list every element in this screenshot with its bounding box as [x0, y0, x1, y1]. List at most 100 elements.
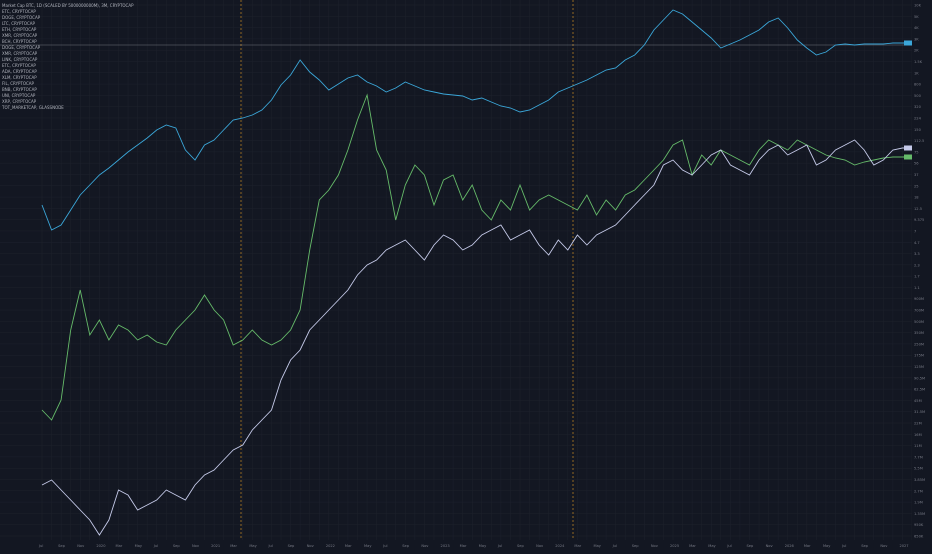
x-tick-label: Sep [173, 544, 180, 548]
y-tick-label: 11M [914, 444, 922, 448]
y-tick-label: 2.7M [914, 489, 923, 493]
x-tick-label: May [364, 544, 372, 548]
x-tick-label: 2024 [555, 544, 565, 548]
legend-item[interactable]: LINK, CRYPTOCAP [2, 57, 38, 62]
legend: Market Cap BTC, 1D (SCALED BY 5000000000… [2, 3, 134, 111]
y-tick-label: 112.5 [914, 139, 924, 143]
legend-item[interactable]: TOT_MARKETCAP, GLASSNODE [2, 105, 64, 110]
time-axis[interactable]: Jul Sep Nov 2020 Mar May Jul Sep Nov 2021 Mar May Ju… [38, 544, 909, 548]
y-tick-label: 350M [914, 331, 924, 335]
legend-item[interactable]: DOGE, CRYPTOCAP [2, 45, 41, 50]
y-tick-label: 2.3 [914, 263, 920, 267]
legend-item[interactable]: LTC, CRYPTOCAP [2, 21, 35, 26]
legend-item[interactable]: XMR, CRYPTOCAP [2, 51, 38, 56]
y-tick-label: 16M [914, 433, 922, 437]
y-tick-label: 4K [914, 26, 919, 30]
y-tick-label: 500 [914, 94, 922, 98]
y-tick-label: 5.5M [914, 467, 923, 471]
y-tick-label: 75 [914, 150, 919, 154]
y-tick-label: 9.375 [914, 218, 924, 222]
legend-item[interactable]: FIL, CRYPTOCAP [2, 81, 34, 86]
y-tick-label: 25 [914, 184, 919, 188]
y-tick-label: 10K [914, 4, 922, 8]
y-tick-label: 1.5K [914, 60, 923, 64]
y-tick-label: 7 [914, 229, 916, 233]
y-tick-label: 2K [914, 49, 919, 53]
y-tick-label: 56 [914, 162, 919, 166]
y-tick-label: 18 [914, 196, 919, 200]
legend-item[interactable]: ETH, CRYPTOCAP [2, 27, 37, 32]
legend-item[interactable]: BCH, CRYPTOCAP [2, 39, 37, 44]
x-tick-label: Mar [804, 544, 811, 548]
y-tick-label: 22M [914, 422, 922, 426]
x-tick-label: Mar [689, 544, 696, 548]
x-tick-label: Jul [841, 544, 846, 548]
legend-item[interactable]: ADA, CRYPTOCAP [2, 69, 37, 74]
y-tick-label: 150 [914, 128, 922, 132]
x-tick-label: Jul [38, 544, 43, 548]
legend-item[interactable]: BNB, CRYPTOCAP [2, 87, 37, 92]
x-tick-label: 2027 [899, 544, 908, 548]
x-tick-label: Nov [421, 544, 429, 548]
y-tick-label: 800 [914, 83, 922, 87]
x-tick-label: Nov [307, 544, 315, 548]
x-tick-label: Nov [880, 544, 888, 548]
y-tick-label: 45M [914, 399, 922, 403]
legend-item[interactable]: XRP, CRYPTOCAP [2, 99, 37, 104]
legend-item[interactable]: UNI, CRYPTOCAP [2, 93, 36, 98]
y-tick-label: 950K [914, 523, 924, 527]
x-tick-label: May [479, 544, 487, 548]
x-tick-label: 2021 [211, 544, 220, 548]
y-tick-label: 3.85M [914, 478, 925, 482]
legend-item[interactable]: DOGE, CRYPTOCAP [2, 15, 41, 20]
y-tick-label: 175M [914, 354, 924, 358]
x-tick-label: Sep [632, 544, 639, 548]
y-tick-label: 1.35M [914, 512, 925, 516]
price-axis[interactable]: 10K 5K 4K 3K 2K 1.5K 1K 800 500 320 224 150 112.5 75 5… [912, 0, 932, 550]
series-line-2[interactable] [41, 93, 912, 421]
y-tick-label: 62.5M [914, 388, 925, 392]
x-tick-label: May [135, 544, 143, 548]
y-tick-label: 1K [914, 71, 919, 75]
y-tick-label: 1.1 [914, 286, 920, 290]
x-tick-label: 2022 [326, 544, 335, 548]
x-tick-label: May [823, 544, 831, 548]
y-tick-label: 1.9M [914, 501, 923, 505]
y-tick-label: 250M [914, 342, 924, 346]
x-tick-label: Sep [746, 544, 753, 548]
x-tick-label: Nov [77, 544, 85, 548]
series-line-0[interactable] [41, 9, 912, 231]
x-tick-label: Nov [766, 544, 774, 548]
x-tick-label: Mar [460, 544, 467, 548]
x-tick-label: Mar [345, 544, 352, 548]
legend-item[interactable]: ETC, CRYPTOCAP [2, 9, 36, 14]
series-line-7[interactable] [41, 139, 912, 536]
y-tick-label: 125M [914, 365, 924, 369]
x-tick-label: Jul [267, 544, 272, 548]
y-tick-label: 12.5 [914, 207, 922, 211]
x-tick-label: Jul [612, 544, 617, 548]
x-tick-label: Sep [402, 544, 409, 548]
y-tick-label: 5K [914, 15, 919, 19]
legend-item[interactable]: XMR, CRYPTOCAP [2, 33, 38, 38]
x-tick-label: Sep [517, 544, 524, 548]
grid [0, 0, 913, 540]
y-tick-label: 7.7M [914, 455, 923, 459]
x-tick-label: Nov [651, 544, 659, 548]
y-tick-label: 37 [914, 173, 919, 177]
y-tick-label: 500M [914, 320, 924, 324]
legend-item[interactable]: ETC, CRYPTOCAP [2, 63, 36, 68]
x-tick-label: May [249, 544, 257, 548]
x-tick-label: Jul [497, 544, 502, 548]
y-tick-label: 3.3 [914, 252, 920, 256]
y-tick-label: 31.5M [914, 410, 925, 414]
y-tick-label: 4.7 [914, 241, 920, 245]
x-tick-label: Mar [574, 544, 581, 548]
y-tick-label: 320 [914, 105, 922, 109]
x-tick-label: Sep [58, 544, 65, 548]
x-tick-label: Jul [153, 544, 158, 548]
x-tick-label: Nov [536, 544, 544, 548]
legend-item[interactable]: XLM, CRYPTOCAP [2, 75, 37, 80]
session-break-lines [240, 0, 574, 540]
